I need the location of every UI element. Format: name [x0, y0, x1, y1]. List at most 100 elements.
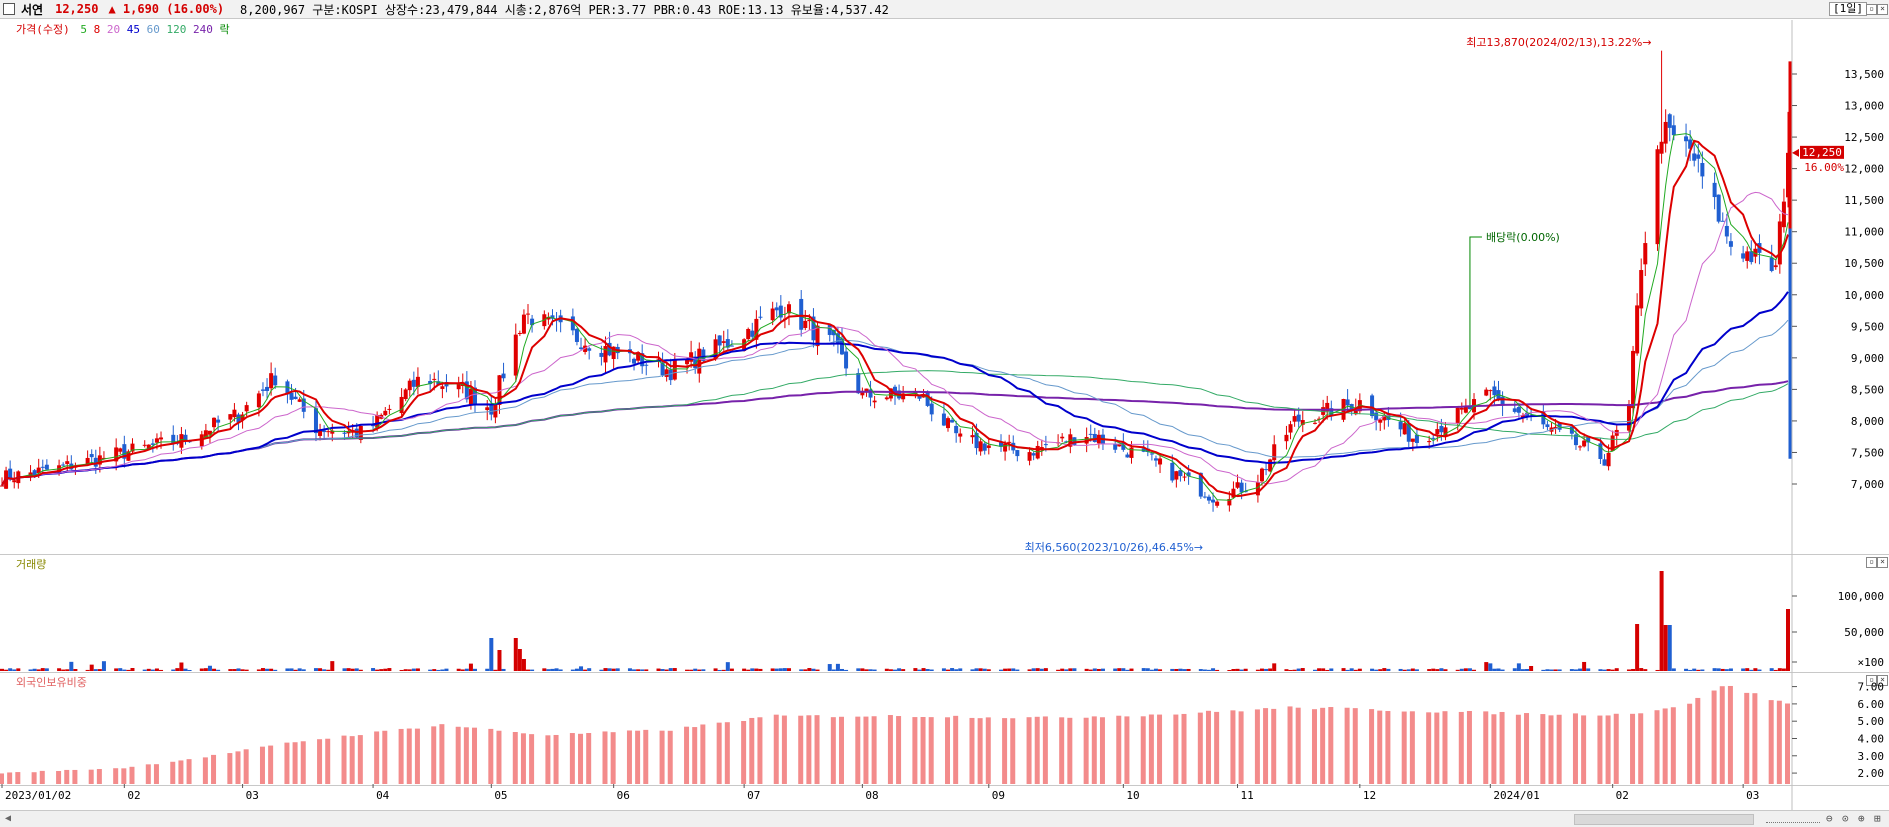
- price-candle: [342, 432, 347, 434]
- foreign-bar: [341, 735, 347, 784]
- zoom-out-icon[interactable]: ⊖: [1826, 812, 1833, 825]
- price-candle: [301, 398, 306, 412]
- volume-bar: [982, 668, 987, 671]
- price-change: ▲ 1,690 (16.00%): [108, 2, 225, 16]
- price-candle: [1272, 444, 1277, 461]
- foreign-bar: [1205, 710, 1211, 784]
- volume-bar: [1206, 669, 1211, 671]
- select-checkbox[interactable]: [3, 3, 15, 15]
- close-icon[interactable]: ×: [1877, 4, 1888, 15]
- chart-canvas[interactable]: 7,000 7,500 8,000 8,500 9,000 9,500 10,000 10,5…: [0, 0, 1889, 810]
- foreign-bar: [1287, 706, 1293, 784]
- price-candle: [256, 393, 261, 408]
- foreign-bar: [300, 741, 306, 784]
- volume-bar: [1349, 668, 1354, 671]
- price-candle: [893, 386, 897, 395]
- ma20-legend: 20: [106, 23, 121, 36]
- volume-bar: [1231, 669, 1236, 671]
- price-candle: [1015, 450, 1020, 457]
- x-axis-label: 05: [494, 789, 507, 802]
- foreign-bar: [553, 734, 559, 784]
- foreign-bar: [1499, 711, 1505, 784]
- volume-bar: [1068, 668, 1073, 671]
- volume-bar: [1003, 668, 1008, 671]
- zoom-in-icon[interactable]: ⊕: [1858, 812, 1865, 825]
- price-candle: [1663, 121, 1668, 144]
- price-candle: [1777, 221, 1782, 265]
- price-candle: [1239, 482, 1244, 493]
- volume-bar: [101, 661, 106, 671]
- price-tick-label: 7,500: [1851, 446, 1884, 459]
- price-candle: [411, 379, 416, 387]
- price-candle: [1264, 469, 1269, 471]
- price-candle: [1741, 253, 1746, 259]
- volume-bar: [827, 664, 832, 671]
- zoom-fit-icon[interactable]: ⊞: [1874, 812, 1881, 825]
- zoom-slider[interactable]: [1766, 812, 1820, 823]
- volume-restore-icon[interactable]: ▫: [1866, 557, 1877, 568]
- foreign-bar: [1010, 718, 1016, 784]
- ma5-legend: 5: [80, 23, 87, 36]
- price-candle: [872, 400, 877, 403]
- price-candle: [114, 447, 119, 462]
- price-candle: [1598, 443, 1603, 460]
- price-candle: [1288, 424, 1293, 433]
- price-candle: [640, 353, 645, 367]
- price-candle: [1569, 426, 1574, 434]
- volume-bar: [860, 668, 865, 671]
- volume-bar: [1463, 668, 1468, 671]
- price-candle: [1003, 443, 1008, 452]
- foreign-bar: [945, 717, 951, 784]
- price-candle: [293, 396, 298, 399]
- volume-bar: [1386, 668, 1391, 671]
- volume-bar: [579, 666, 584, 671]
- restore-icon[interactable]: ▫: [1866, 4, 1877, 15]
- foreign-bar: [545, 735, 551, 784]
- volume-bar: [93, 669, 98, 671]
- volume-bar: [342, 668, 347, 671]
- foreign-bar: [1173, 714, 1179, 784]
- price-tick-label: 13,500: [1844, 68, 1884, 81]
- volume-bar: [750, 668, 755, 671]
- price-pane: 가격(수정) 5 8 20 45 60 120 240 락: [0, 19, 1889, 555]
- price-candle: [954, 425, 959, 434]
- price-candle: [154, 438, 159, 443]
- volume-bar: [1011, 668, 1016, 671]
- scroll-left-icon[interactable]: ◀: [4, 813, 12, 824]
- price-candle: [672, 360, 677, 380]
- foreign-restore-icon[interactable]: ▫: [1866, 675, 1877, 686]
- foreign-bar: [1197, 712, 1203, 784]
- volume-bar: [497, 650, 502, 671]
- price-candle: [1129, 447, 1134, 458]
- current-price-label: 12,250: [1802, 146, 1842, 159]
- volume-close-icon[interactable]: ×: [1877, 557, 1888, 568]
- price-candle: [322, 430, 327, 433]
- volume-bar: [856, 668, 861, 671]
- scroll-bar[interactable]: ◀ ▶ ⊖ ⊙ ⊕ ⊞: [0, 810, 1889, 827]
- price-candle: [330, 430, 335, 434]
- price-candle: [265, 386, 270, 391]
- volume-bar: [770, 668, 775, 671]
- zoom-reset-icon[interactable]: ⊙: [1842, 812, 1849, 825]
- volume-bar: [436, 669, 441, 671]
- foreign-bar: [1654, 710, 1660, 784]
- volume-bar: [1769, 668, 1774, 671]
- price-candle: [28, 472, 33, 476]
- foreign-bar: [1042, 716, 1048, 784]
- volume-bar: [1341, 668, 1346, 671]
- volume-bar: [974, 668, 979, 671]
- foreign-bar: [1238, 711, 1244, 784]
- foreign-close-icon[interactable]: ×: [1877, 675, 1888, 686]
- price-candle: [371, 424, 376, 427]
- foreign-bar: [928, 717, 934, 784]
- price-candle: [1573, 434, 1578, 446]
- price-candle: [758, 316, 763, 318]
- volume-bar: [554, 668, 559, 671]
- foreign-bar: [1785, 703, 1790, 784]
- price-candle: [1345, 399, 1350, 406]
- x-axis-label: 02: [1616, 789, 1629, 802]
- volume-bar: [1145, 668, 1150, 671]
- scroll-thumb[interactable]: [1574, 814, 1754, 825]
- price-candle: [1635, 305, 1640, 354]
- foreign-bar: [1572, 713, 1578, 784]
